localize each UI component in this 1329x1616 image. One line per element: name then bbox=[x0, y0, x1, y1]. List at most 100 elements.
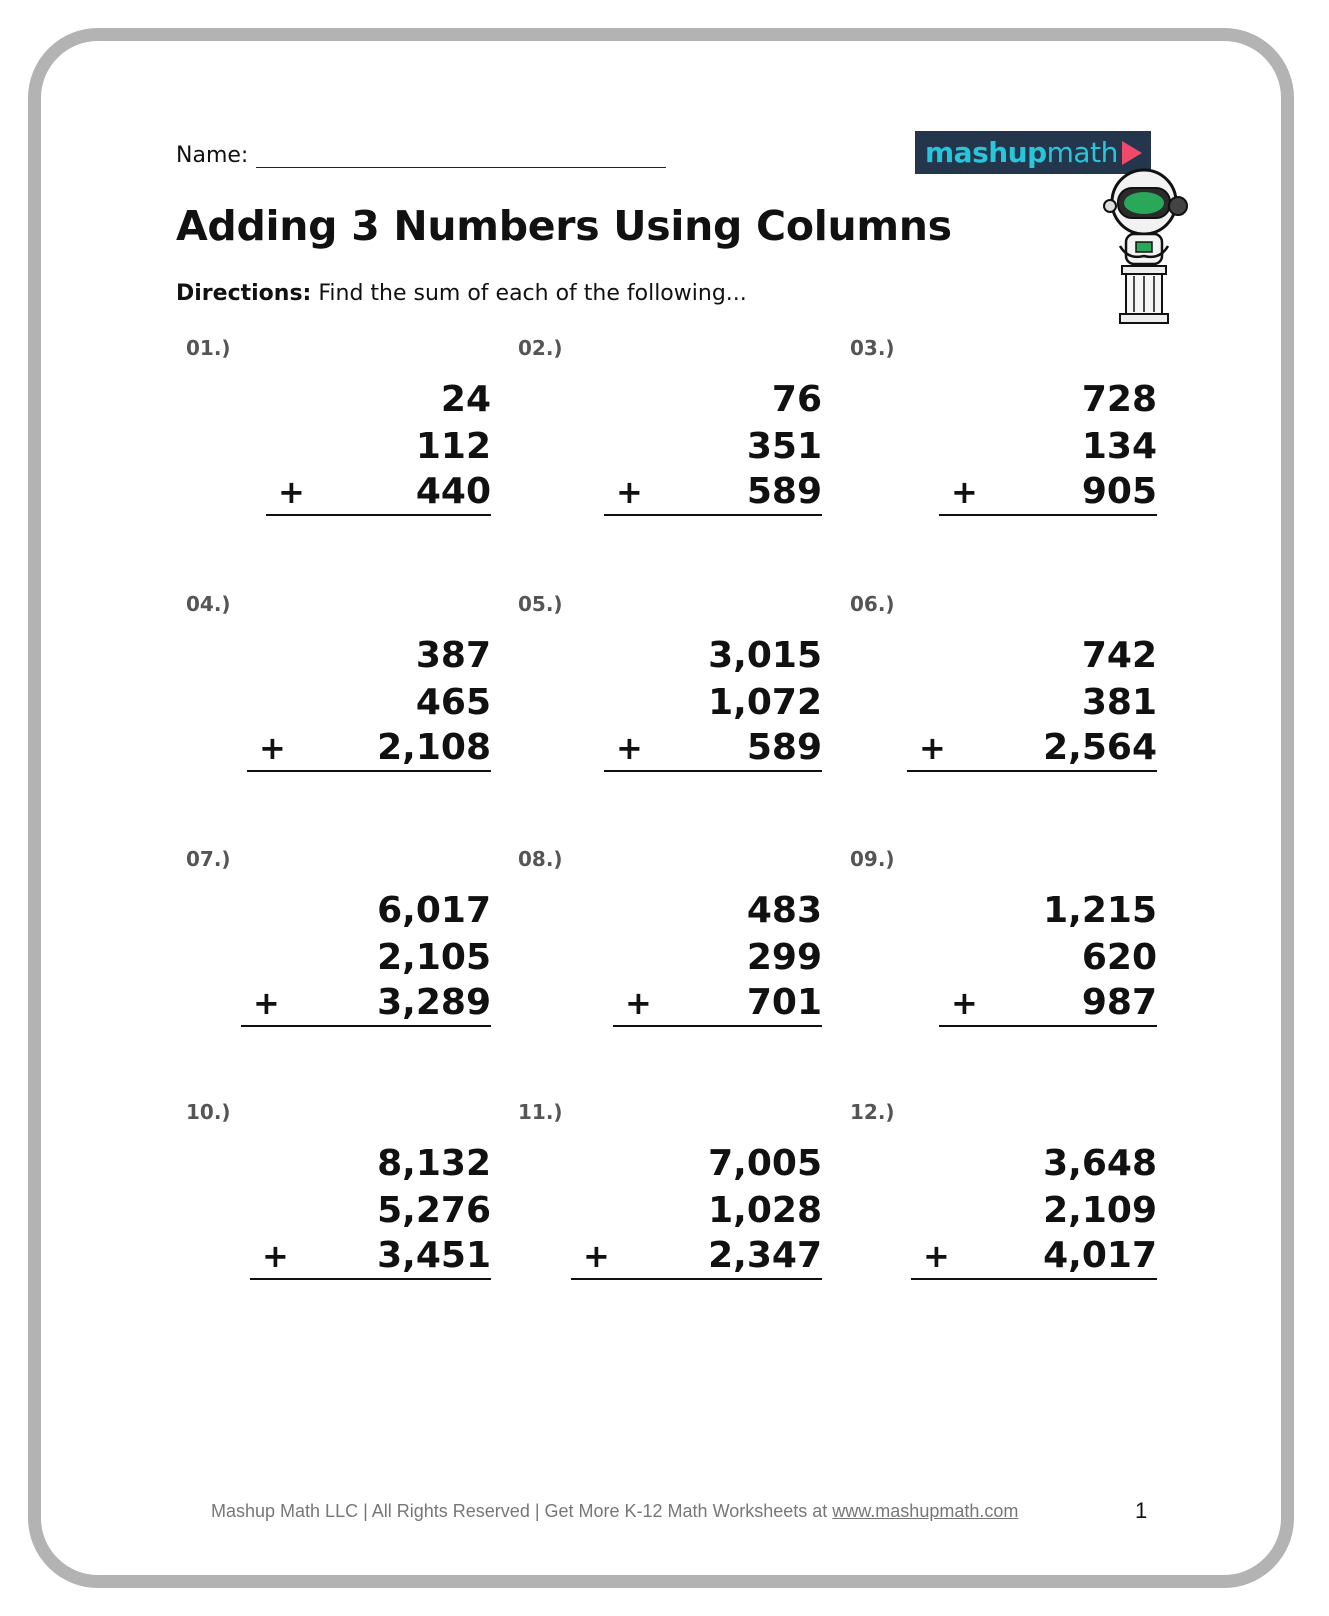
addend: 483 bbox=[746, 890, 822, 931]
plus-sign: + bbox=[951, 473, 978, 511]
directions-text: Find the sum of each of the following... bbox=[318, 281, 747, 306]
problem-number: 10.) bbox=[186, 1100, 231, 1124]
problem-2: 02.) 76 351 +589 bbox=[508, 336, 822, 566]
last-addend-row: +2,108 bbox=[247, 726, 491, 772]
last-addend-row: +987 bbox=[939, 981, 1157, 1027]
plus-sign: + bbox=[919, 729, 946, 767]
mashupmath-logo: mashupmath bbox=[915, 131, 1151, 174]
addend: 1,215 bbox=[1043, 890, 1157, 931]
plus-sign: + bbox=[616, 729, 643, 767]
problem-number: 03.) bbox=[850, 336, 895, 360]
last-addend-row: +905 bbox=[939, 470, 1157, 516]
play-icon bbox=[1121, 140, 1142, 165]
addend: 728 bbox=[1081, 379, 1157, 420]
addend: 381 bbox=[1081, 682, 1157, 723]
addend-stack: 76 351 +589 bbox=[604, 376, 822, 516]
problem-number: 02.) bbox=[518, 336, 563, 360]
addend-stack: 8,132 5,276 +3,451 bbox=[250, 1140, 491, 1280]
addend: 7,005 bbox=[708, 1143, 822, 1184]
plus-sign: + bbox=[625, 984, 652, 1022]
addend-stack: 728 134 +905 bbox=[939, 376, 1157, 516]
last-addend-row: +440 bbox=[266, 470, 491, 516]
problem-number: 07.) bbox=[186, 847, 231, 871]
addend-stack: 3,015 1,072 +589 bbox=[604, 632, 822, 772]
addend: 905 bbox=[1081, 471, 1157, 512]
addend: 3,648 bbox=[1043, 1143, 1157, 1184]
addend: 1,072 bbox=[708, 682, 822, 723]
addend: 1,028 bbox=[708, 1190, 822, 1231]
worksheet-title: Adding 3 Numbers Using Columns bbox=[176, 202, 952, 250]
page-number: 1 bbox=[1135, 1498, 1148, 1523]
problem-12: 12.) 3,648 2,109 +4,017 bbox=[840, 1100, 1157, 1330]
addend-stack: 6,017 2,105 +3,289 bbox=[241, 887, 491, 1027]
problem-number: 06.) bbox=[850, 592, 895, 616]
problem-number: 11.) bbox=[518, 1100, 563, 1124]
problem-1: 01.) 24 112 +440 bbox=[176, 336, 491, 566]
addend-stack: 7,005 1,028 +2,347 bbox=[571, 1140, 822, 1280]
addend: 5,276 bbox=[377, 1190, 491, 1231]
addend: 440 bbox=[415, 471, 491, 512]
last-addend-row: +701 bbox=[613, 981, 822, 1027]
addend: 299 bbox=[746, 937, 822, 978]
directions-label: Directions: bbox=[176, 281, 312, 306]
plus-sign: + bbox=[262, 1237, 289, 1275]
plus-sign: + bbox=[278, 473, 305, 511]
addend-stack: 24 112 +440 bbox=[266, 376, 491, 516]
name-label: Name: bbox=[176, 143, 249, 168]
addend-stack: 387 465 +2,108 bbox=[247, 632, 491, 772]
last-addend-row: +4,017 bbox=[911, 1234, 1157, 1280]
addend: 2,564 bbox=[1043, 727, 1157, 768]
plus-sign: + bbox=[259, 729, 286, 767]
directions: Directions: Find the sum of each of the … bbox=[176, 281, 747, 306]
addend-stack: 742 381 +2,564 bbox=[907, 632, 1157, 772]
robot-mascot-icon bbox=[1103, 168, 1188, 324]
problem-10: 10.) 8,132 5,276 +3,451 bbox=[176, 1100, 491, 1330]
plus-sign: + bbox=[583, 1237, 610, 1275]
addend: 2,347 bbox=[708, 1235, 822, 1276]
problem-4: 04.) 387 465 +2,108 bbox=[176, 592, 491, 822]
problem-number: 12.) bbox=[850, 1100, 895, 1124]
addend: 4,017 bbox=[1043, 1235, 1157, 1276]
addend: 3,289 bbox=[377, 982, 491, 1023]
problem-number: 01.) bbox=[186, 336, 231, 360]
problem-number: 08.) bbox=[518, 847, 563, 871]
addend: 701 bbox=[746, 982, 822, 1023]
addend: 3,451 bbox=[377, 1235, 491, 1276]
footer-text: Mashup Math LLC | All Rights Reserved | … bbox=[211, 1501, 828, 1521]
addend-stack: 3,648 2,109 +4,017 bbox=[911, 1140, 1157, 1280]
addend: 742 bbox=[1081, 635, 1157, 676]
addend: 112 bbox=[415, 426, 491, 467]
addend: 8,132 bbox=[377, 1143, 491, 1184]
problem-3: 03.) 728 134 +905 bbox=[840, 336, 1157, 566]
logo-text: mashupmath bbox=[925, 136, 1118, 169]
problem-5: 05.) 3,015 1,072 +589 bbox=[508, 592, 822, 822]
last-addend-row: +589 bbox=[604, 470, 822, 516]
name-line[interactable] bbox=[256, 147, 667, 168]
addend: 76 bbox=[771, 379, 822, 420]
addend: 2,109 bbox=[1043, 1190, 1157, 1231]
addend: 465 bbox=[415, 682, 491, 723]
addend: 2,105 bbox=[377, 937, 491, 978]
problem-number: 09.) bbox=[850, 847, 895, 871]
addend: 987 bbox=[1081, 982, 1157, 1023]
plus-sign: + bbox=[253, 984, 280, 1022]
problem-number: 05.) bbox=[518, 592, 563, 616]
name-field-row: Name: bbox=[176, 143, 667, 168]
addend: 589 bbox=[746, 727, 822, 768]
addend: 6,017 bbox=[377, 890, 491, 931]
last-addend-row: +589 bbox=[604, 726, 822, 772]
footer-link[interactable]: www.mashupmath.com bbox=[832, 1501, 1019, 1521]
plus-sign: + bbox=[923, 1237, 950, 1275]
problem-6: 06.) 742 381 +2,564 bbox=[840, 592, 1157, 822]
problem-number: 04.) bbox=[186, 592, 231, 616]
page-frame bbox=[28, 28, 1294, 1588]
addend: 2,108 bbox=[377, 727, 491, 768]
problem-11: 11.) 7,005 1,028 +2,347 bbox=[508, 1100, 822, 1330]
addend-stack: 483 299 +701 bbox=[613, 887, 822, 1027]
addend: 3,015 bbox=[708, 635, 822, 676]
addend: 589 bbox=[746, 471, 822, 512]
last-addend-row: +3,451 bbox=[250, 1234, 491, 1280]
last-addend-row: +3,289 bbox=[241, 981, 491, 1027]
addend-stack: 1,215 620 +987 bbox=[939, 887, 1157, 1027]
footer: Mashup Math LLC | All Rights Reserved | … bbox=[211, 1501, 1018, 1522]
